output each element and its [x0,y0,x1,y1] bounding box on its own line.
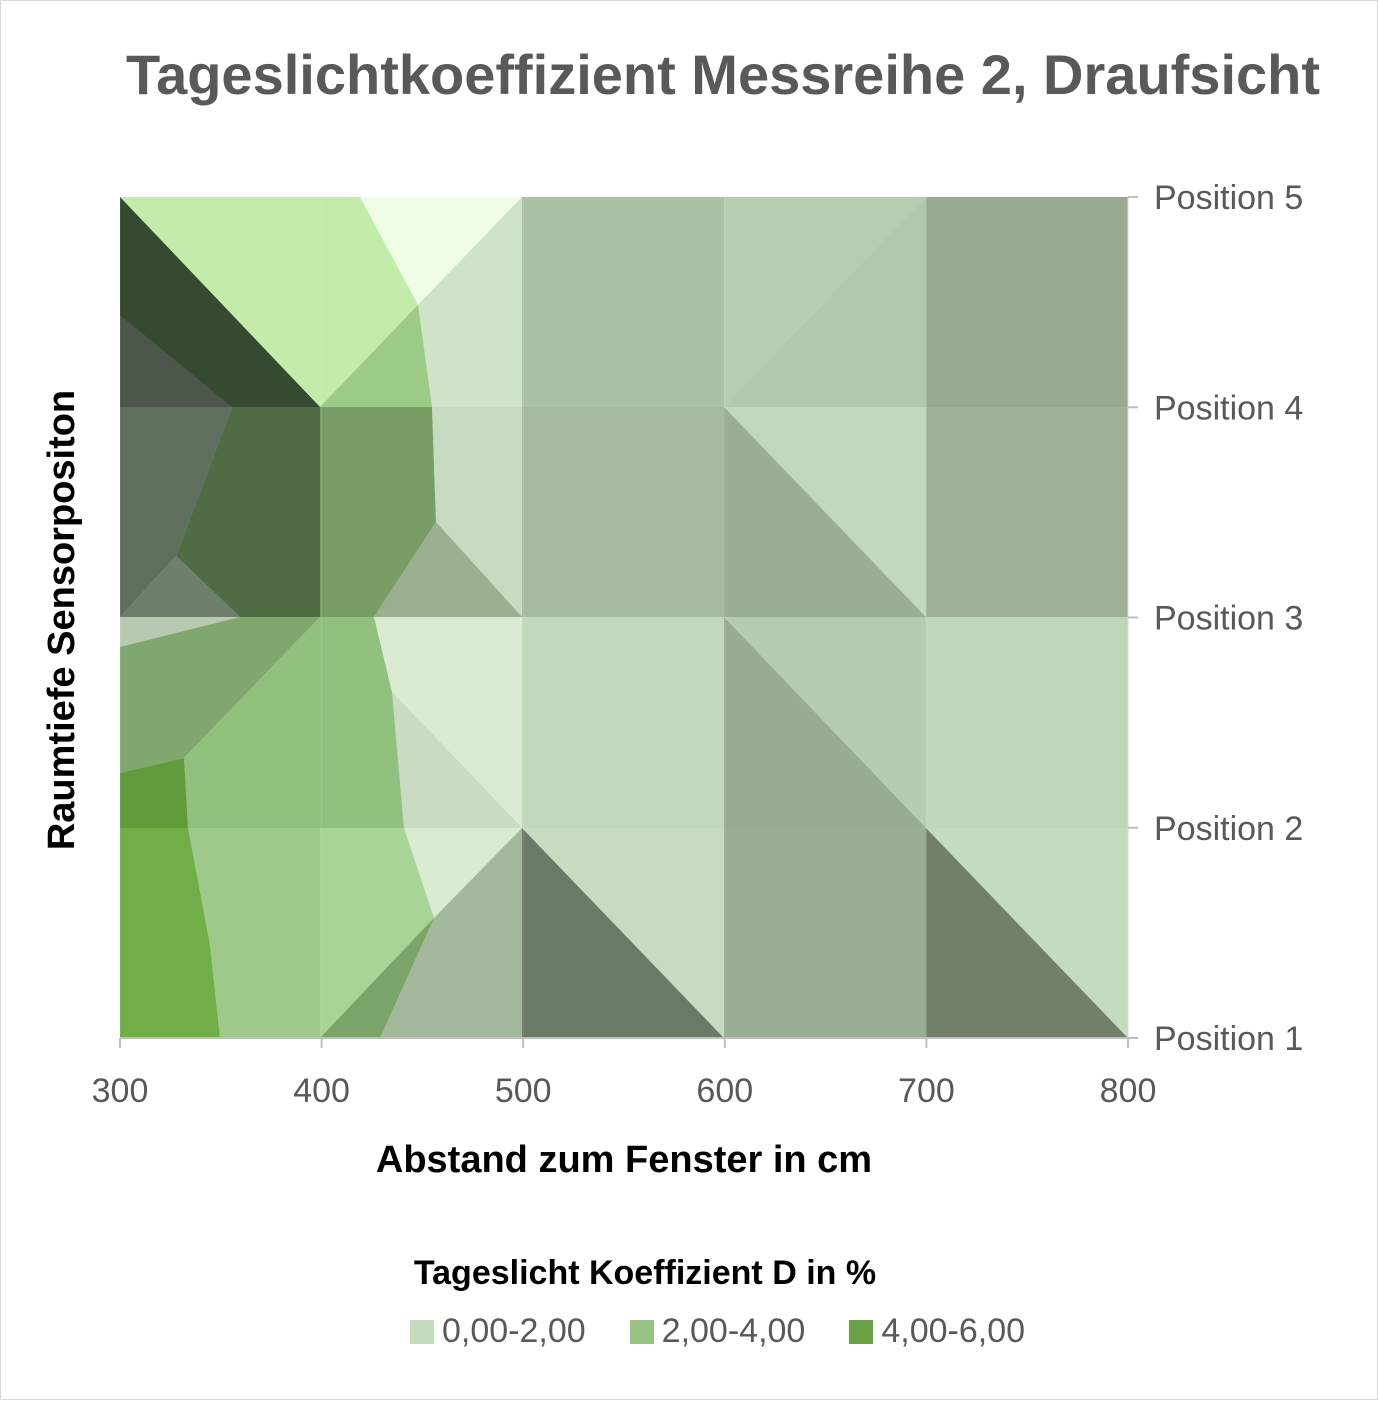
surface-facet [404,828,522,918]
legend-label: 2,00-4,00 [661,1312,806,1350]
legend-label: 4,00-6,00 [881,1312,1026,1350]
surface-facet [176,407,320,617]
surface-facet [724,197,926,407]
surface-facet [188,828,320,1038]
x-tick-label: 300 [92,1072,149,1110]
surface-facet [374,522,522,617]
y-tick-label: Position 4 [1154,389,1303,427]
x-tick-label: 500 [495,1072,552,1110]
surface-facet [724,407,926,617]
surface-facet [926,407,1128,617]
x-axis-title: Abstand zum Fenster in cm [376,1139,872,1181]
surface-facet [120,407,232,617]
contour-surface [119,197,1129,1038]
y-tick-label: Position 1 [1154,1020,1303,1058]
y-axis-title: Raumtiefe Sensorpositon [41,390,83,850]
legend-label: 0,00-2,00 [442,1312,586,1350]
surface-facet [320,305,432,407]
surface-facet [320,828,434,1038]
surface-facet [522,197,724,407]
legend-item: 0,00-2,00 [410,1312,586,1351]
x-tick-label: 800 [1100,1072,1157,1110]
surface-facet [120,758,188,828]
surface-facet [120,617,320,773]
surface-facet [320,918,434,1038]
legend-swatch-4-6 [849,1319,874,1344]
surface-facet [184,617,404,828]
legend-swatch-2-4 [629,1319,654,1344]
x-tick-label: 600 [696,1072,753,1110]
surface-facet [120,556,240,617]
legend-item: 4,00-6,00 [849,1312,1025,1351]
surface-facet [320,407,436,617]
surface-facet [120,828,220,1038]
surface-facet [360,197,522,305]
surface-facet [418,197,522,407]
x-tick-label: 400 [293,1072,350,1110]
surface-facet [522,828,724,1038]
surface-facet [522,407,724,617]
surface-facet [380,828,522,1038]
y-tick-label: Position 2 [1154,810,1303,848]
legend: 0,00-2,00 2,00-4,00 4,00-6,00 [410,1312,1025,1351]
surface-facet [522,617,724,828]
x-axis: 300 400 500 600 700 800 [92,1037,1157,1110]
surface-facet [926,828,1128,1038]
legend-swatch-0-2 [410,1319,434,1344]
surface-facet [374,617,522,828]
surface-facet [120,315,232,407]
chart-title: Tageslichtkoeffizient Messreihe 2, Drauf… [126,43,1320,106]
surface-facet [392,692,522,828]
surface-facet [724,617,926,828]
surface-facet [432,407,522,617]
surface-facet [926,617,1128,828]
y-axis: Position 1 Position 2 Position 3 Position 4… [1127,179,1303,1058]
y-tick-label: Position 5 [1154,179,1303,217]
legend-title: Tageslicht Koeffizient D in % [413,1254,877,1292]
surface-facet [120,197,320,407]
surface-facet [120,617,240,647]
x-tick-label: 700 [898,1072,955,1110]
legend-item: 2,00-4,00 [629,1312,806,1351]
surface-facet [724,828,926,1038]
surface-facet [926,197,1128,407]
y-tick-label: Position 3 [1154,600,1303,638]
